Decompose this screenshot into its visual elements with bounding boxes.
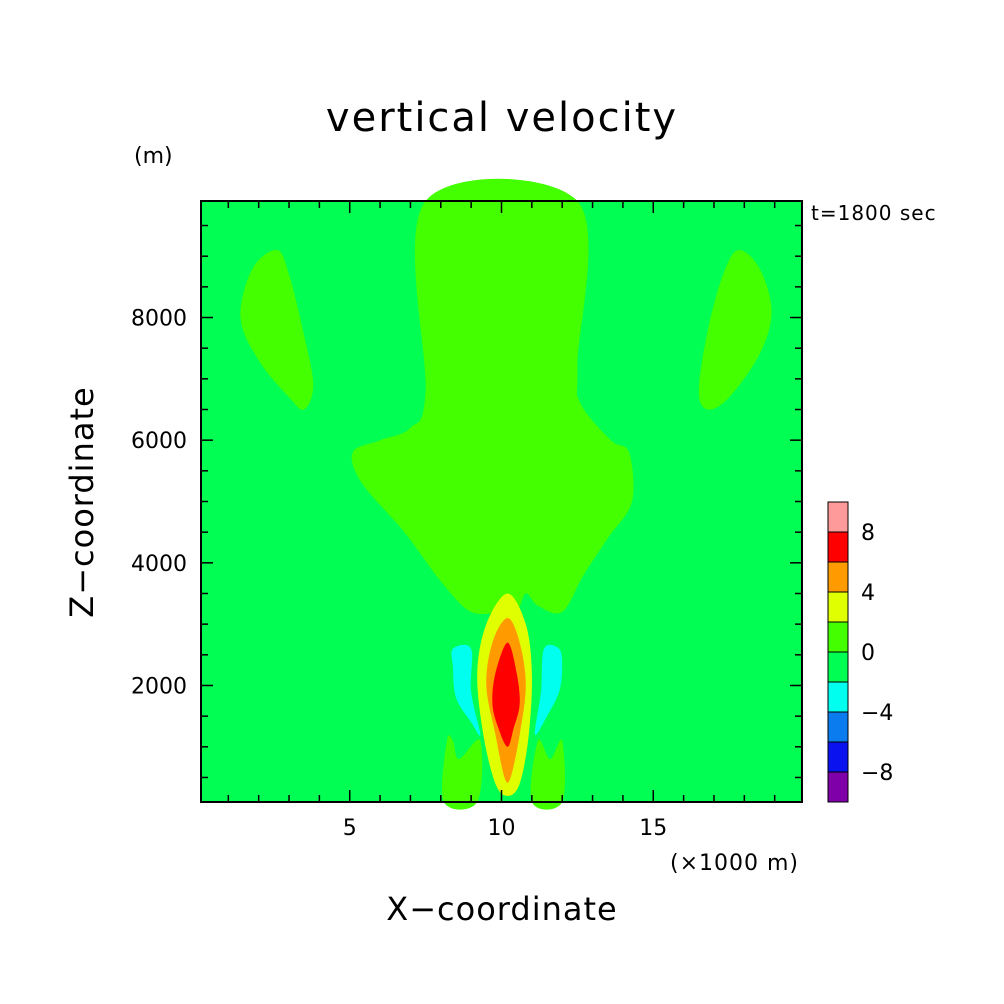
colorbar-segment (827, 681, 849, 713)
contour-region-updraft-6 (492, 642, 520, 747)
contour-region-lower-left-skirt (441, 735, 483, 810)
y-tick-label: 8000 (131, 307, 187, 332)
colorbar-segment (827, 711, 849, 743)
contour-region-central-plume (351, 178, 634, 615)
colorbar-tick-label: 0 (861, 641, 875, 666)
colorbar-segment (827, 561, 849, 593)
colorbar-segment (827, 741, 849, 773)
x-tick-label: 10 (488, 816, 516, 841)
time-label: t=1800 sec (811, 201, 937, 225)
colorbar-segment (827, 591, 849, 623)
contour-region-lower-right-skirt (530, 739, 565, 810)
colorbar-segment (827, 531, 849, 563)
contour-fills (201, 178, 802, 810)
colorbar-tick-label: 4 (861, 581, 875, 606)
colorbar: −8 −4 0 4 8 (827, 501, 893, 803)
y-tick-label: 4000 (131, 552, 187, 577)
x-unit-note: (×1000 m) (670, 851, 800, 876)
contour-region-upper-left-lobe (240, 250, 314, 410)
colorbar-segment (827, 621, 849, 653)
colorbar-tick-label: 8 (861, 521, 875, 546)
colorbar-segment (827, 651, 849, 683)
x-tick-label: 5 (343, 816, 357, 841)
x-tick-label: 15 (639, 816, 667, 841)
y-unit-note: (m) (134, 144, 173, 169)
y-tick-label: 6000 (131, 429, 187, 454)
colorbar-tick-label: −4 (861, 701, 893, 726)
chart-title: vertical velocity (325, 95, 679, 141)
colorbar-segment (827, 771, 849, 803)
axis-tick-labels: 5 10 15 2000 4000 6000 8000 (131, 307, 667, 841)
contour-region-upper-right-lobe (698, 250, 772, 410)
contour-region-left-downdraft (451, 644, 481, 736)
y-tick-label: 2000 (131, 674, 187, 699)
x-axis-label: X−coordinate (386, 890, 618, 928)
contour-region-right-downdraft (534, 644, 563, 736)
colorbar-tick-label: −8 (861, 761, 893, 786)
colorbar-segment (827, 501, 849, 533)
axis-ticks (201, 201, 802, 802)
